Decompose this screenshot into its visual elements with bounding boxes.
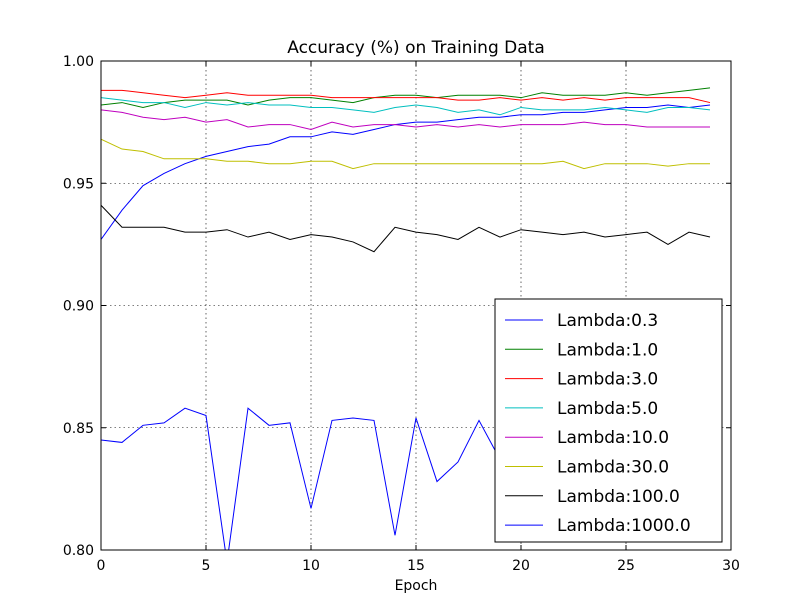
y-tick-label: 0.90	[63, 299, 94, 315]
series-line-5	[101, 138, 710, 170]
x-axis-label: Epoch	[395, 578, 438, 594]
legend-entry-label: Lambda:10.0	[557, 428, 669, 448]
series-line-3	[101, 97, 711, 116]
legend-entry-label: Lambda:3.0	[557, 370, 658, 390]
y-tick-label: 0.85	[63, 421, 94, 437]
y-tick-label: 1.00	[63, 54, 94, 70]
legend-entry-label: Lambda:1.0	[557, 340, 658, 360]
chart-title: Accuracy (%) on Training Data	[287, 38, 545, 58]
legend: Lambda:0.3 Lambda:1.0 Lambda:3.0 Lambda:5.0…	[494, 298, 723, 543]
legend-entry-label: Lambda:0.3	[557, 311, 658, 331]
y-tick-label: 0.80	[63, 543, 94, 559]
legend-entry-label: Lambda:100.0	[557, 487, 680, 507]
series-line-6	[101, 204, 711, 253]
axis-ticks: 0 5 10 15 20 25 30 0.80 0.85 0.90 0.95 1.00	[63, 54, 740, 574]
x-tick-label: 25	[617, 558, 635, 574]
x-tick-label: 0	[97, 558, 106, 574]
legend-entry-label: Lambda:30.0	[557, 458, 669, 478]
y-tick-label: 0.95	[63, 176, 94, 192]
series-line-0	[101, 104, 711, 240]
x-tick-label: 30	[722, 558, 740, 574]
legend-entry-label: Lambda:5.0	[557, 399, 658, 419]
x-tick-label: 20	[512, 558, 530, 574]
legend-entry-label: Lambda:1000.0	[557, 516, 691, 536]
series-line-4	[101, 109, 710, 130]
series-line-2	[101, 89, 711, 104]
x-tick-label: 15	[407, 558, 425, 574]
x-tick-label: 5	[202, 558, 211, 574]
series-line-1	[101, 87, 711, 108]
legend-box	[494, 298, 723, 543]
x-tick-label: 10	[302, 558, 320, 574]
